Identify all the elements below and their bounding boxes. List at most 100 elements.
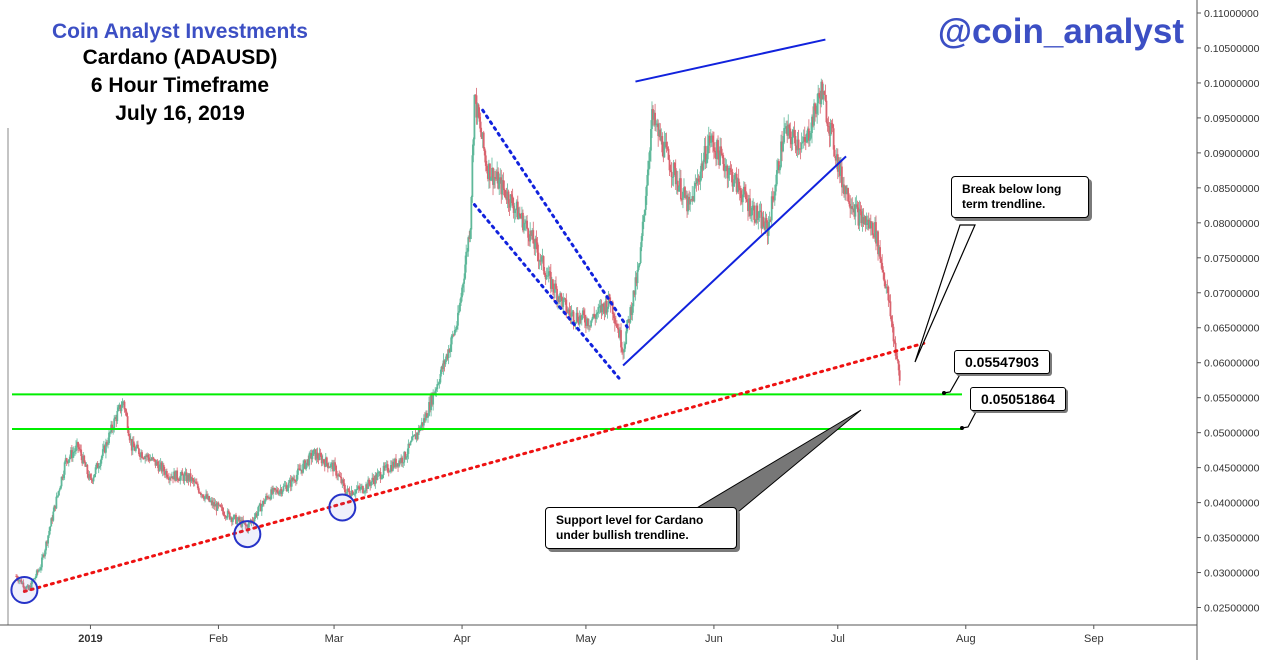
candle-body bbox=[215, 504, 218, 511]
candle-body bbox=[284, 485, 287, 487]
candle-body bbox=[801, 141, 804, 143]
candle-body bbox=[709, 140, 712, 143]
candle-body bbox=[605, 301, 608, 313]
candle-body bbox=[869, 221, 872, 229]
candle-body bbox=[498, 179, 501, 189]
candle-body bbox=[140, 452, 142, 458]
candle-body bbox=[287, 482, 290, 489]
candle-body bbox=[144, 456, 147, 459]
candle-body bbox=[545, 275, 548, 280]
candle-body bbox=[611, 301, 614, 315]
candle-body bbox=[894, 342, 897, 356]
y-tick-label: 0.09000000 bbox=[1204, 148, 1260, 160]
candle-body bbox=[76, 442, 78, 446]
candle-body bbox=[476, 104, 479, 118]
x-tick-label: Mar bbox=[325, 633, 344, 645]
candle-body bbox=[771, 196, 774, 200]
candle-body bbox=[843, 184, 845, 195]
candle-body bbox=[289, 479, 292, 487]
candle-body bbox=[191, 477, 194, 480]
candle-body bbox=[436, 384, 439, 390]
candle-body bbox=[653, 112, 655, 120]
candle-body bbox=[45, 541, 47, 551]
lower-level-pointer bbox=[961, 407, 979, 429]
candle-body bbox=[727, 174, 730, 179]
candle-body bbox=[753, 205, 756, 220]
candle-body bbox=[661, 136, 664, 153]
candle-body bbox=[96, 463, 99, 469]
candle-body bbox=[67, 459, 70, 464]
candle-body bbox=[393, 461, 395, 467]
candle-body bbox=[148, 457, 151, 461]
candle-body bbox=[617, 327, 619, 330]
candle-body bbox=[178, 480, 181, 482]
candle-body bbox=[867, 219, 870, 229]
bullish-trendline bbox=[22, 341, 926, 593]
candle-body bbox=[775, 170, 778, 185]
candle-body bbox=[769, 219, 772, 221]
candle-body bbox=[395, 458, 397, 467]
candle-body bbox=[786, 126, 789, 136]
candle-body bbox=[509, 194, 512, 208]
candle-body bbox=[613, 318, 616, 324]
candle-body bbox=[503, 188, 506, 191]
candle-body bbox=[19, 579, 22, 581]
candle-body bbox=[300, 469, 302, 471]
candle-body bbox=[541, 256, 544, 257]
candle-body bbox=[620, 330, 622, 348]
candle-body bbox=[681, 199, 683, 201]
candle-body bbox=[149, 459, 152, 461]
candle-body bbox=[249, 522, 252, 524]
candle-body bbox=[90, 478, 93, 481]
candle-body bbox=[658, 129, 661, 137]
candle-body bbox=[401, 457, 404, 463]
candle-body bbox=[740, 197, 743, 203]
channel-upper-line bbox=[481, 108, 629, 329]
candle-body bbox=[673, 162, 676, 169]
candle-body bbox=[536, 242, 539, 253]
candle-body bbox=[713, 142, 715, 151]
candle-body bbox=[574, 321, 577, 323]
candle-body bbox=[854, 204, 857, 217]
candle-body bbox=[368, 479, 371, 484]
candle-body bbox=[580, 315, 583, 321]
candle-body bbox=[723, 164, 726, 172]
candle-body bbox=[46, 541, 48, 544]
candle-body bbox=[72, 452, 74, 459]
x-tick-label: May bbox=[576, 633, 597, 645]
upper-level-dot bbox=[942, 391, 946, 395]
candle-body bbox=[391, 461, 394, 471]
candle-body bbox=[397, 463, 399, 467]
candle-body bbox=[390, 465, 393, 471]
candle-body bbox=[353, 493, 356, 495]
candle-body bbox=[686, 195, 688, 212]
candle-body bbox=[122, 401, 125, 403]
candle-body bbox=[69, 450, 72, 457]
candle-body bbox=[505, 196, 508, 201]
candle-body bbox=[546, 275, 549, 277]
candle-body bbox=[818, 92, 821, 97]
candle-body bbox=[841, 166, 843, 188]
candle-body bbox=[265, 496, 267, 501]
candle-body bbox=[528, 237, 531, 242]
candle-body bbox=[848, 201, 851, 204]
candle-body bbox=[326, 463, 329, 468]
candle-body bbox=[887, 286, 890, 301]
candle-body bbox=[895, 355, 898, 359]
candle-body bbox=[63, 462, 66, 475]
candle-body bbox=[582, 310, 585, 316]
candle-body bbox=[606, 306, 609, 313]
candle-body bbox=[624, 343, 627, 349]
candle-body bbox=[684, 187, 686, 199]
candle-body bbox=[337, 474, 340, 477]
candle-body bbox=[83, 455, 86, 463]
candle-body bbox=[276, 489, 279, 493]
candle-body bbox=[219, 504, 222, 507]
candle-body bbox=[817, 92, 820, 104]
candle-body bbox=[690, 199, 693, 201]
x-tick-label: Sep bbox=[1084, 633, 1104, 645]
candle-body bbox=[862, 216, 865, 224]
candle-body bbox=[406, 453, 409, 458]
candle-body bbox=[123, 401, 126, 410]
